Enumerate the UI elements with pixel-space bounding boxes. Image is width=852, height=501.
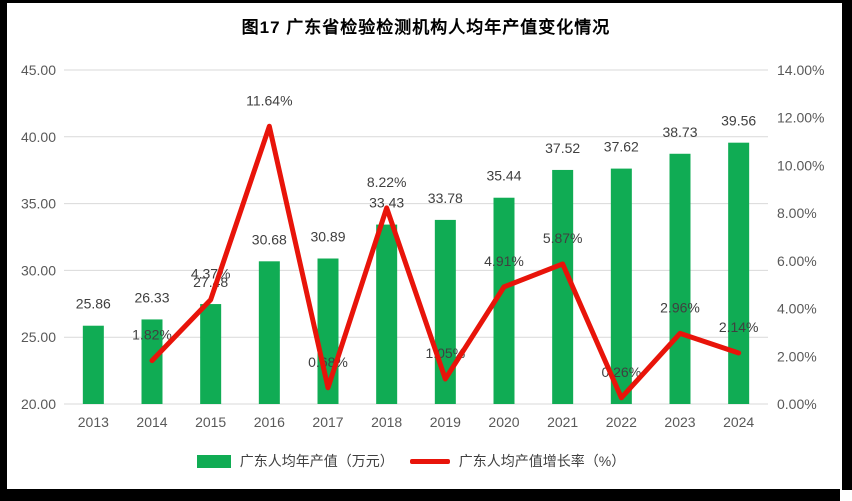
bar xyxy=(728,142,750,404)
bar xyxy=(493,197,515,404)
left-axis-tick-label: 45.00 xyxy=(21,62,56,78)
x-axis-label: 2023 xyxy=(664,414,695,430)
growth-value-label: 1.82% xyxy=(132,327,172,343)
right-axis-tick-label: 0.00% xyxy=(777,396,817,412)
right-axis-tick-label: 8.00% xyxy=(777,205,817,221)
x-axis-label: 2015 xyxy=(195,414,226,430)
growth-value-label: 2.96% xyxy=(660,299,700,315)
line-series-label: 广东人均产值增长率（%） xyxy=(458,453,626,469)
growth-value-label: 5.87% xyxy=(543,230,583,246)
x-axis-label: 2020 xyxy=(488,414,519,430)
left-axis-tick-label: 25.00 xyxy=(21,329,56,345)
legend-item-line-series: 广东人均产值增长率（%） xyxy=(409,451,626,471)
growth-line xyxy=(149,123,742,401)
bar xyxy=(610,168,632,404)
left-axis-tick-label: 35.00 xyxy=(21,196,56,212)
growth-value-label: 4.37% xyxy=(191,266,231,282)
x-axis-label: 2022 xyxy=(606,414,637,430)
right-axis-tick-label: 14.00% xyxy=(777,62,824,78)
bar-value-label: 30.68 xyxy=(252,231,287,247)
right-axis-tick-label: 4.00% xyxy=(777,301,817,317)
bar-value-label: 37.52 xyxy=(545,140,580,156)
x-axis-label: 2014 xyxy=(136,414,167,430)
bar xyxy=(200,304,222,404)
growth-value-label: 2.14% xyxy=(719,319,759,335)
growth-value-label: 0.68% xyxy=(308,354,348,370)
bar-value-label: 33.78 xyxy=(428,190,463,206)
x-axis-label: 2024 xyxy=(723,414,754,430)
right-axis-tick-label: 12.00% xyxy=(777,110,824,126)
bar-value-label: 37.62 xyxy=(604,139,639,155)
bar xyxy=(376,224,398,404)
right-axis-tick-label: 10.00% xyxy=(777,157,824,173)
bar-value-label: 39.56 xyxy=(721,113,756,129)
x-axis-label: 2019 xyxy=(430,414,461,430)
growth-value-label: 4.91% xyxy=(484,253,524,269)
left-axis-tick-label: 20.00 xyxy=(21,396,56,412)
bar xyxy=(82,325,104,404)
chart-title: 图17 广东省检验检测机构人均年产值变化情况 xyxy=(241,18,611,37)
line-series-swatch-icon xyxy=(409,458,450,464)
bar-series-label: 广东人均年产值（万元） xyxy=(239,453,394,469)
x-axis-label: 2013 xyxy=(78,414,109,430)
right-axis-tick-label: 2.00% xyxy=(777,348,817,364)
bar-value-label: 30.89 xyxy=(310,229,345,245)
bar-value-label: 26.33 xyxy=(134,289,169,305)
bar-series-swatch-icon xyxy=(196,454,231,468)
x-axis-label: 2016 xyxy=(254,414,285,430)
left-axis-tick-label: 40.00 xyxy=(21,129,56,145)
legend: 广东人均年产值（万元） 广东人均产值增长率（%） xyxy=(0,451,822,471)
growth-value-label: 8.22% xyxy=(367,174,407,190)
bar xyxy=(669,153,691,404)
bar-value-label: 25.86 xyxy=(76,296,111,312)
x-axis-label: 2017 xyxy=(312,414,343,430)
legend-item-bar-series: 广东人均年产值（万元） xyxy=(196,451,394,471)
bar-value-label: 33.43 xyxy=(369,195,404,211)
scan-border-left xyxy=(0,0,7,501)
bar xyxy=(258,261,280,404)
bar xyxy=(552,169,574,404)
scan-border-right xyxy=(842,0,852,490)
bar-value-label: 38.73 xyxy=(662,124,697,140)
left-axis-tick-label: 30.00 xyxy=(21,262,56,278)
growth-value-label: 11.64% xyxy=(246,92,292,108)
x-axis-label: 2021 xyxy=(547,414,578,430)
bar-value-label: 35.44 xyxy=(486,168,521,184)
scan-border-bottom xyxy=(0,489,840,501)
right-axis-tick-label: 6.00% xyxy=(777,253,817,269)
x-axis-label: 2018 xyxy=(371,414,402,430)
scan-border-top xyxy=(0,0,852,3)
